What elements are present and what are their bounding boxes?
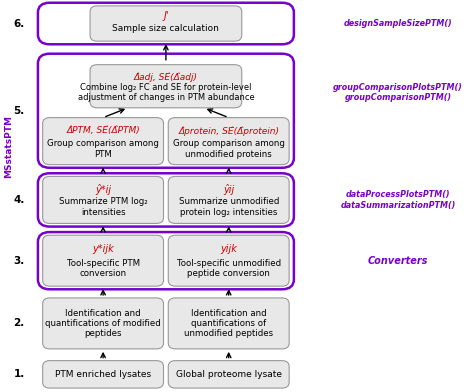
FancyBboxPatch shape — [43, 176, 164, 223]
Text: 3.: 3. — [13, 256, 25, 266]
Text: y*ijk: y*ijk — [92, 245, 114, 254]
Text: 4.: 4. — [13, 195, 25, 205]
FancyBboxPatch shape — [43, 118, 164, 165]
Text: PTM enriched lysates: PTM enriched lysates — [55, 370, 151, 379]
FancyBboxPatch shape — [168, 118, 289, 165]
FancyBboxPatch shape — [43, 235, 164, 286]
Text: dataSummarizationPTM(): dataSummarizationPTM() — [340, 201, 456, 210]
Text: Tool-specific unmodified
peptide conversion: Tool-specific unmodified peptide convers… — [177, 259, 281, 278]
Text: groupComparisonPlotsPTM(): groupComparisonPlotsPTM() — [333, 83, 463, 91]
Text: designSampleSizePTM(): designSampleSizePTM() — [344, 19, 453, 28]
FancyBboxPatch shape — [43, 298, 164, 349]
Text: Summarize PTM log₂
intensities: Summarize PTM log₂ intensities — [59, 197, 147, 217]
Text: dataProcessPlotsPTM(): dataProcessPlotsPTM() — [346, 190, 450, 199]
Text: Summarize unmodified
protein log₂ intensities: Summarize unmodified protein log₂ intens… — [179, 197, 279, 217]
FancyBboxPatch shape — [43, 361, 164, 388]
Text: groupComparisonPTM(): groupComparisonPTM() — [345, 93, 452, 102]
Text: 5.: 5. — [13, 106, 25, 116]
Text: J': J' — [163, 11, 169, 21]
Text: Identification and
quantifications of
unmodified peptides: Identification and quantifications of un… — [184, 309, 273, 338]
Text: yijk: yijk — [220, 245, 237, 254]
Text: Group comparison among
unmodified proteins: Group comparison among unmodified protei… — [173, 140, 285, 159]
Text: Group comparison among
PTM: Group comparison among PTM — [47, 140, 159, 159]
Text: 2.: 2. — [13, 318, 25, 328]
Text: ŷij: ŷij — [223, 184, 234, 195]
FancyBboxPatch shape — [90, 65, 242, 108]
Text: Sample size calculation: Sample size calculation — [112, 24, 219, 33]
Text: MSstatsPTM: MSstatsPTM — [4, 114, 13, 178]
FancyBboxPatch shape — [90, 6, 242, 41]
Text: Identification and
quantifications of modified
peptides: Identification and quantifications of mo… — [45, 309, 161, 338]
Text: 1.: 1. — [13, 369, 25, 379]
Text: Combine log₂ FC and SE for protein-level
adjustment of changes in PTM abundance: Combine log₂ FC and SE for protein-level… — [78, 83, 254, 102]
Text: Δ̂adj, SÊ(Δ̂adj): Δ̂adj, SÊ(Δ̂adj) — [134, 72, 198, 82]
FancyBboxPatch shape — [168, 298, 289, 349]
Text: Tool-specific PTM
conversion: Tool-specific PTM conversion — [66, 259, 140, 278]
Text: Δ̂protein, SÊ(Δ̂protein): Δ̂protein, SÊ(Δ̂protein) — [178, 126, 279, 136]
Text: Δ̂PTM, SÊ(Δ̂PTM): Δ̂PTM, SÊ(Δ̂PTM) — [66, 126, 140, 135]
FancyBboxPatch shape — [168, 235, 289, 286]
FancyBboxPatch shape — [168, 176, 289, 223]
Text: Converters: Converters — [368, 256, 428, 266]
Text: ŷ*ij: ŷ*ij — [95, 184, 111, 195]
Text: Global proteome lysate: Global proteome lysate — [176, 370, 282, 379]
Text: 6.: 6. — [13, 18, 25, 29]
FancyBboxPatch shape — [168, 361, 289, 388]
